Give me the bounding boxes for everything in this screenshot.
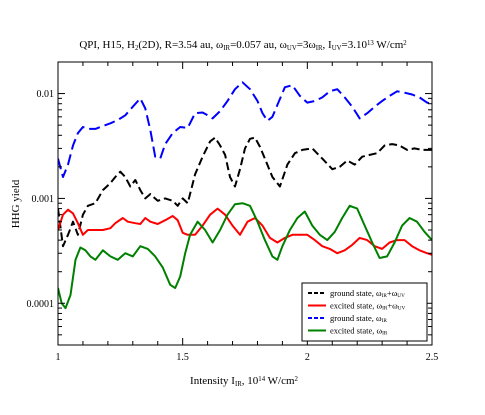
series-layer (58, 81, 432, 310)
legend-entry-label: excited state, ωIR (330, 326, 388, 337)
series-line-1 (58, 136, 432, 248)
legend-entry-label: ground state, ωIR+ωUV (330, 288, 405, 299)
series-line-3 (58, 81, 432, 178)
x-tick-label: 1.5 (176, 352, 189, 363)
x-tick-label: 1 (56, 352, 61, 363)
legend-entry-label: excited state, ωIR+ωUV (330, 301, 406, 312)
x-tick-label: 2.5 (426, 352, 439, 363)
tick-labels-layer: 1 1.5 2 2.5 0.0001 0.001 0.01 (27, 89, 439, 363)
y-tick-label: 0.01 (37, 89, 55, 100)
series-line-2 (58, 207, 432, 256)
legend: ground state, ωIR+ωUV excited state, ωIR+… (301, 282, 428, 342)
series-line-4 (58, 202, 432, 310)
y-axis-label: HHG yield (10, 179, 22, 228)
ticks-layer (57, 61, 433, 346)
y-tick-label: 0.001 (32, 194, 55, 205)
x-axis-label: Intensity IIR, 1014 W/cm2 (190, 375, 298, 388)
y-tick-label: 0.0001 (27, 299, 55, 310)
x-tick-label: 2 (305, 352, 310, 363)
chart-title: QPI, H15, H2(2D), R=3.54 au, ωIR=0.057 a… (79, 39, 407, 52)
legend-entry-label: ground state, ωIR (330, 313, 387, 324)
